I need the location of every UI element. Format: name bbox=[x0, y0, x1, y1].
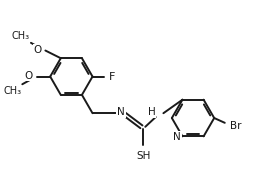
Text: CH₃: CH₃ bbox=[3, 86, 21, 96]
Text: F: F bbox=[109, 71, 115, 82]
Text: O: O bbox=[33, 45, 42, 54]
Text: N: N bbox=[173, 132, 181, 142]
Text: Br: Br bbox=[230, 121, 241, 131]
Text: O: O bbox=[25, 71, 33, 81]
Text: H: H bbox=[148, 107, 155, 117]
Text: CH₃: CH₃ bbox=[12, 31, 30, 41]
Text: SH: SH bbox=[136, 151, 151, 161]
Text: N: N bbox=[117, 107, 125, 117]
